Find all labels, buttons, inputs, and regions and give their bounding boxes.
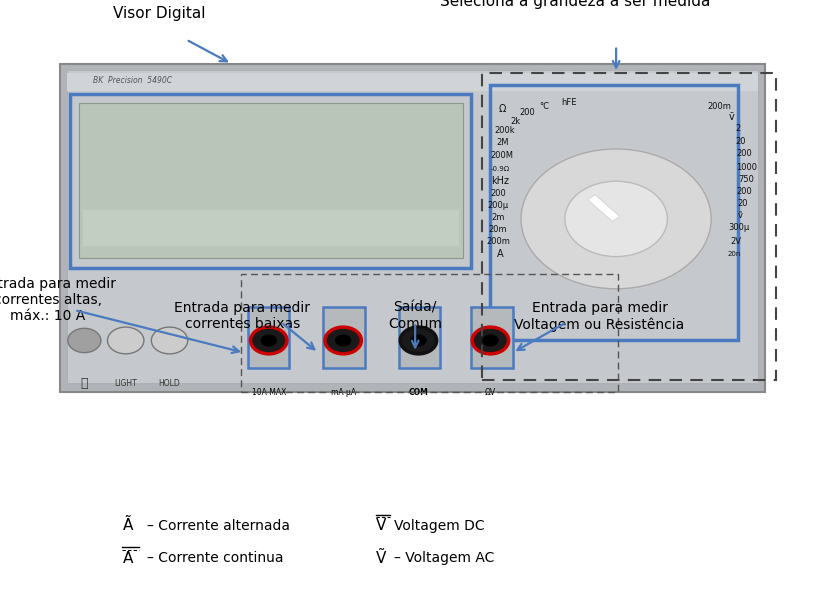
Text: Ṽ: Ṽ [376,551,387,565]
Bar [60,64,765,392]
Text: 2M: 2M [496,139,509,147]
Text: 200M: 200M [490,151,514,159]
Text: hFE: hFE [562,98,576,106]
Text: V: V [376,519,387,533]
Text: 200m: 200m [708,102,731,111]
Text: ṽ: ṽ [729,112,734,122]
Circle shape [410,334,427,347]
Text: 200m: 200m [486,238,509,246]
Text: 200: 200 [736,187,753,196]
Text: 10A MAX: 10A MAX [251,388,286,397]
Circle shape [335,334,351,347]
Bar [323,307,365,368]
Circle shape [400,327,437,354]
Text: ṽ: ṽ [738,212,743,220]
Text: – Corrente alternada: – Corrente alternada [147,519,290,533]
Text: 200μ: 200μ [487,201,509,210]
Text: 2V: 2V [730,238,742,246]
Text: 750: 750 [738,175,754,184]
Circle shape [472,327,509,354]
Text: ΩV: ΩV [485,388,496,397]
Text: 200k: 200k [495,126,514,135]
Text: LIGHT: LIGHT [114,379,137,387]
Text: 1000: 1000 [736,163,758,171]
Circle shape [565,181,667,257]
Circle shape [521,149,711,289]
Circle shape [482,334,499,347]
Circle shape [261,334,277,347]
Text: mA μA: mA μA [331,388,356,397]
Text: 20: 20 [736,137,746,145]
Text: 20n: 20n [728,251,741,257]
Circle shape [325,327,361,354]
Bar [588,195,620,221]
Text: Entrada para medir
Voltagem ou Resistência: Entrada para medir Voltagem ou Resistênc… [514,301,685,332]
Text: ⏻: ⏻ [80,376,88,390]
Text: 2: 2 [735,125,740,133]
Text: – Voltagem AC: – Voltagem AC [394,551,494,565]
Text: 20m: 20m [489,226,507,234]
Bar [67,73,758,91]
Bar [241,274,618,392]
Text: °C: °C [539,102,549,111]
Bar [67,70,758,383]
Bar [70,94,471,268]
Text: Voltagem DC: Voltagem DC [394,519,485,533]
Bar [490,85,738,340]
Text: Ã: Ã [122,519,133,533]
Circle shape [108,327,144,354]
Text: Ω: Ω [499,105,505,114]
Bar [83,210,459,246]
Text: 200: 200 [490,189,507,198]
Bar [248,307,289,368]
Text: Visor Digital: Visor Digital [113,6,206,21]
Text: 300μ: 300μ [728,224,749,232]
Text: kHz: kHz [491,176,509,186]
Circle shape [151,327,188,354]
Text: 2k: 2k [510,117,520,126]
Text: A: A [497,249,504,259]
Text: COM: COM [409,388,428,397]
Bar [471,307,513,368]
Bar [482,73,776,380]
Text: -0.9Ω: -0.9Ω [490,166,510,172]
Text: HOLD: HOLD [159,379,180,387]
Text: Saída/
Comum: Saída/ Comum [388,301,442,331]
Text: 200: 200 [736,149,753,157]
Circle shape [251,327,287,354]
Text: A: A [122,551,133,565]
Text: BK  Precision  5490C: BK Precision 5490C [93,77,173,85]
Text: Entrada para medir
correntes altas,
máx.: 10 A: Entrada para medir correntes altas, máx.… [0,277,116,323]
Text: Botão Seletor:
Seleciona a grandeza a ser medida: Botão Seletor: Seleciona a grandeza a se… [440,0,710,9]
Text: 2m: 2m [491,213,504,222]
Text: 200: 200 [519,108,536,117]
Circle shape [68,328,101,353]
Text: Entrada para medir
correntes baixas: Entrada para medir correntes baixas [174,301,310,331]
Bar [79,103,463,258]
Bar [399,307,440,368]
Text: – Corrente continua: – Corrente continua [147,551,284,565]
Text: 20: 20 [738,199,748,208]
